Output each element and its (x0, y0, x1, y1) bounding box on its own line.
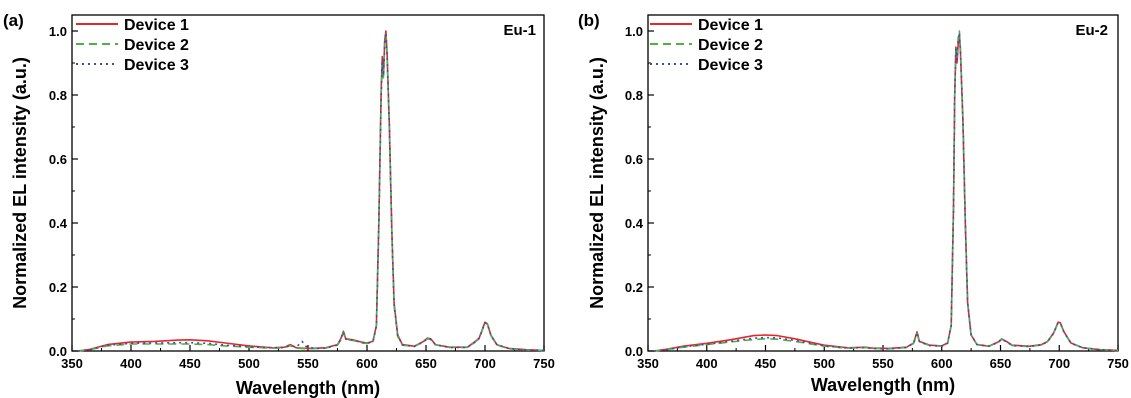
x-tick-label: 400 (120, 356, 142, 371)
legend-label: Device 1 (124, 17, 189, 34)
legend-label: Device 1 (698, 17, 763, 34)
x-axis-label: Wavelength (nm) (236, 378, 380, 398)
y-tick-label: 1.0 (49, 24, 67, 39)
x-tick-label: 650 (990, 356, 1012, 371)
x-tick-label: 400 (696, 356, 718, 371)
x-tick-label: 600 (931, 356, 953, 371)
series-line-device-2 (653, 30, 1119, 352)
x-tick-label: 350 (637, 356, 659, 371)
x-tick-label: 750 (1107, 356, 1129, 371)
series-line-device-1 (653, 33, 1119, 352)
legend: Device 1 Device 2 Device 3 (76, 17, 189, 74)
series-lines (653, 30, 1119, 352)
y-tick-label: 0.8 (49, 88, 67, 103)
sample-label: Eu-2 (1075, 22, 1108, 39)
x-tick-label: 350 (61, 356, 83, 371)
chart-panel-a: 350 400 450 500 550 600 650 700 750 0.0 0.2 0.4 0.6… (3, 11, 555, 398)
x-tick-label: 700 (474, 356, 496, 371)
y-tick-label: 0.8 (625, 88, 643, 103)
legend-label: Device 3 (124, 57, 189, 74)
y-axis-label: Normalized EL intensity (a.u.) (587, 57, 607, 309)
sample-label: Eu-1 (503, 22, 536, 39)
x-tick-group: 350 400 450 500 550 600 650 700 750 (637, 345, 1129, 371)
x-tick-group: 350 400 450 500 550 600 650 700 750 (61, 345, 555, 371)
x-tick-label: 450 (179, 356, 201, 371)
x-tick-label: 700 (1048, 356, 1070, 371)
chart-panel-b: 350 400 450 500 550 600 650 700 750 0.0 0.2 0.4 0.6… (578, 11, 1129, 395)
x-tick-label: 500 (813, 356, 835, 371)
series-line-device-3 (653, 31, 1119, 352)
x-tick-label: 600 (356, 356, 378, 371)
y-tick-group: 0.0 0.2 0.4 0.6 0.8 1.0 (49, 24, 78, 359)
x-tick-label: 750 (533, 356, 555, 371)
x-tick-label: 650 (415, 356, 437, 371)
legend: Device 1 Device 2 Device 3 (650, 17, 763, 74)
series-lines (77, 30, 545, 352)
legend-label: Device 2 (698, 37, 763, 54)
y-tick-label: 0.4 (625, 216, 644, 231)
series-line-device-1 (77, 30, 545, 352)
y-tick-label: 0.2 (625, 280, 643, 295)
y-axis-label: Normalized EL intensity (a.u.) (10, 57, 30, 309)
legend-label: Device 3 (698, 57, 763, 74)
panel-label: (b) (578, 11, 600, 30)
series-line-device-3 (77, 31, 545, 352)
x-tick-label: 450 (755, 356, 777, 371)
x-axis-label: Wavelength (nm) (811, 375, 955, 395)
y-tick-label: 0.0 (625, 344, 643, 359)
y-tick-label: 0.2 (49, 280, 67, 295)
legend-label: Device 2 (124, 37, 189, 54)
x-tick-label: 550 (297, 356, 319, 371)
series-line-device-2 (77, 33, 545, 352)
y-tick-label: 0.0 (49, 344, 67, 359)
y-tick-label: 0.6 (625, 152, 643, 167)
y-tick-label: 1.0 (625, 24, 643, 39)
y-tick-group: 0.0 0.2 0.4 0.6 0.8 1.0 (625, 24, 654, 359)
x-tick-label: 550 (872, 356, 894, 371)
y-tick-label: 0.6 (49, 152, 67, 167)
x-tick-label: 500 (238, 356, 260, 371)
panel-label: (a) (3, 11, 24, 30)
y-tick-label: 0.4 (49, 216, 68, 231)
